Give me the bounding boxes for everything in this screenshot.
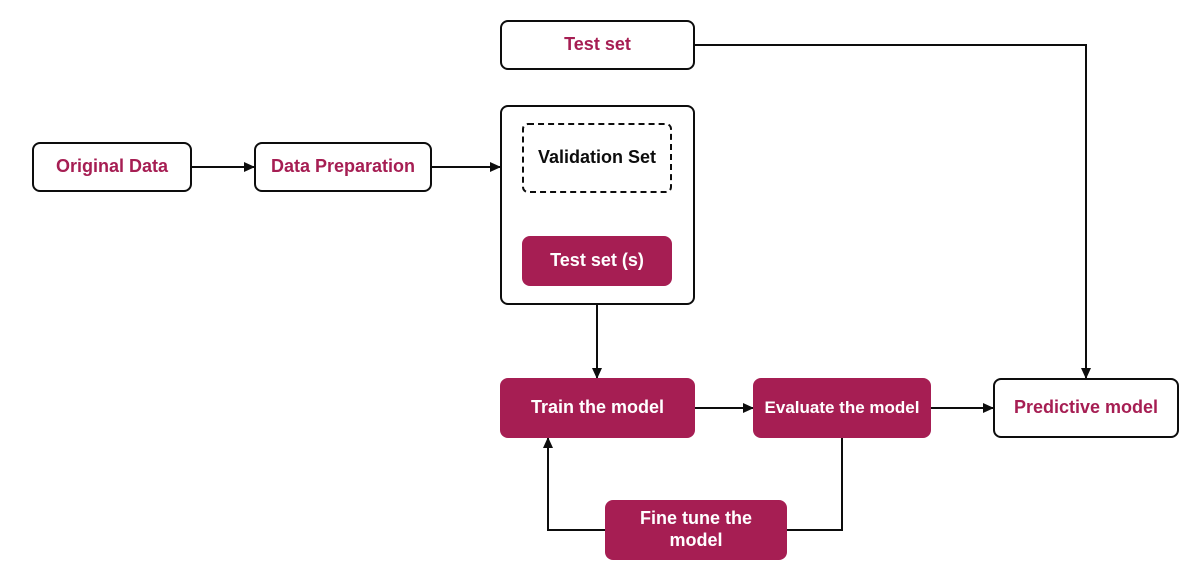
node-label: Data Preparation bbox=[271, 156, 415, 178]
node-label: Original Data bbox=[56, 156, 168, 178]
node-label: Fine tune the model bbox=[613, 508, 779, 551]
node-label: Test set bbox=[564, 34, 631, 56]
node-label: Validation Set bbox=[538, 147, 656, 169]
node-label: Train the model bbox=[531, 397, 664, 419]
node-train-model: Train the model bbox=[500, 378, 695, 438]
node-evaluate-model: Evaluate the model bbox=[753, 378, 931, 438]
node-data-preparation: Data Preparation bbox=[254, 142, 432, 192]
node-test-set-s: Test set (s) bbox=[522, 236, 672, 286]
node-predictive-model: Predictive model bbox=[993, 378, 1179, 438]
node-test-set: Test set bbox=[500, 20, 695, 70]
node-label: Evaluate the model bbox=[765, 398, 920, 418]
node-original-data: Original Data bbox=[32, 142, 192, 192]
flowchart-canvas: Original Data Data Preparation Test set … bbox=[0, 0, 1200, 585]
node-label: Test set (s) bbox=[550, 250, 644, 272]
node-fine-tune: Fine tune the model bbox=[605, 500, 787, 560]
node-validation-set: Validation Set bbox=[522, 123, 672, 193]
node-label: Predictive model bbox=[1014, 397, 1158, 419]
